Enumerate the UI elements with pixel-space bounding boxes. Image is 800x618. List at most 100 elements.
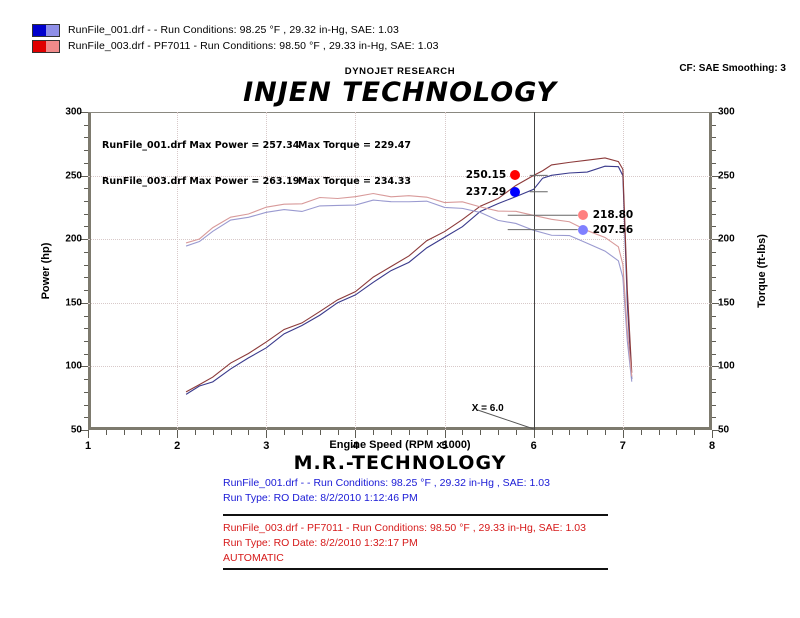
y-minor-tick (84, 277, 88, 279)
max-summary-box: RunFile_001.drf Max Power = 257.34 Max T… (102, 116, 411, 212)
callout-torque-run003: 218.80 (577, 209, 634, 222)
y-minor-tick-right (712, 379, 716, 381)
x-minor-tick (230, 430, 232, 435)
y-tick-right (712, 366, 719, 368)
x-axis-tick-label: 2 (174, 440, 181, 452)
y-minor-tick (84, 188, 88, 190)
cursor-x-label: X = 6.0 (471, 403, 504, 414)
x-minor-tick (408, 430, 410, 435)
legend-swatch-run003 (32, 39, 60, 53)
series-line (185, 157, 633, 393)
footer-brand: M.R.-TECHNOLOGY (293, 452, 507, 474)
callout-dot (577, 210, 588, 221)
y-minor-tick (84, 404, 88, 406)
y-axis-tick-label-right: 150 (718, 297, 735, 309)
y-minor-tick-right (712, 213, 716, 215)
run003-transmission: AUTOMATIC (223, 552, 284, 564)
y-axis-tick-label-right: 250 (718, 170, 735, 182)
y-tick (81, 112, 88, 113)
y-tick (81, 366, 88, 368)
x-axis-tick-label: 6 (530, 440, 537, 452)
x-minor-tick (658, 430, 660, 435)
y-tick (81, 430, 88, 431)
y-axis-tick-label-right: 300 (718, 106, 735, 118)
y-axis-title-power: Power (hp) (40, 242, 52, 300)
run003-type-date: Run Type: RO Date: 8/2/2010 1:32:17 PM (223, 537, 418, 549)
x-minor-tick (141, 430, 143, 435)
run001-type-date: Run Type: RO Date: 8/2/2010 1:12:46 PM (223, 492, 418, 504)
x-axis-tick-label: 3 (263, 440, 270, 452)
y-minor-tick (84, 340, 88, 342)
y-tick-right (712, 112, 719, 113)
y-axis-tick-label: 200 (65, 233, 82, 245)
x-minor-tick (159, 430, 161, 435)
series-line (185, 165, 633, 395)
x-tick (266, 430, 268, 438)
y-minor-tick-right (712, 315, 716, 317)
x-tick (444, 430, 446, 438)
y-minor-tick-right (712, 201, 716, 203)
x-minor-tick (319, 430, 321, 435)
legend-row-run003: RunFile_003.drf - PF7011 - Run Condition… (32, 39, 439, 53)
callout-dot (510, 170, 521, 181)
series-line (185, 199, 633, 382)
y-tick (81, 175, 88, 177)
y-minor-tick-right (712, 328, 716, 330)
x-tick (622, 430, 624, 438)
y-minor-tick-right (712, 353, 716, 355)
y-minor-tick (84, 162, 88, 164)
x-minor-tick (301, 430, 303, 435)
callout-value: 250.15 (465, 169, 507, 182)
y-axis-tick-label-right: 50 (718, 424, 730, 436)
y-minor-tick-right (712, 124, 716, 126)
y-minor-tick-right (712, 188, 716, 190)
y-minor-tick-right (712, 150, 716, 152)
y-tick-right (712, 175, 719, 177)
legend-label-run001: RunFile_001.drf - - Run Conditions: 98.2… (68, 24, 399, 36)
y-minor-tick (84, 315, 88, 317)
y-tick (81, 239, 88, 241)
x-tick (533, 430, 535, 438)
y-tick-right (712, 239, 719, 241)
x-minor-tick (605, 430, 607, 435)
max-row-run001: RunFile_001.drf Max Power = 257.34 Max T… (102, 140, 411, 152)
y-minor-tick-right (712, 404, 716, 406)
x-tick (88, 430, 89, 438)
y-axis-title-torque: Torque (ft-lbs) (756, 234, 768, 308)
y-axis-tick-label: 100 (65, 360, 82, 372)
y-minor-tick (84, 201, 88, 203)
y-tick-right (712, 302, 719, 304)
plot-area: 50 50 100 100 150 150 200 200 250 250 300 300 1 2 3 4 5 6… (65, 107, 734, 453)
max-torque-run001: Max Torque = 229.47 (298, 140, 411, 151)
callout-value: 207.56 (592, 223, 634, 236)
y-minor-tick (84, 264, 88, 266)
max-power-run003: RunFile_003.drf Max Power = 263.19 (102, 176, 300, 187)
legend-swatch-run001 (32, 23, 60, 37)
y-minor-tick-right (712, 417, 716, 419)
y-minor-tick-right (712, 290, 716, 292)
callout-value: 218.80 (592, 209, 634, 222)
x-minor-tick (123, 430, 125, 435)
y-axis-tick-label: 50 (70, 424, 82, 436)
x-minor-tick (515, 430, 517, 435)
legend-row-run001: RunFile_001.drf - - Run Conditions: 98.2… (32, 23, 439, 37)
x-minor-tick (640, 430, 642, 435)
cursor-line[interactable] (533, 112, 535, 430)
x-minor-tick (694, 430, 696, 435)
y-minor-tick (84, 124, 88, 126)
x-minor-tick (212, 430, 214, 435)
x-tick (177, 430, 179, 438)
curves-svg (185, 157, 633, 395)
y-minor-tick-right (712, 226, 716, 228)
x-axis-tick-label: 4 (352, 440, 359, 452)
y-minor-tick (84, 251, 88, 253)
callout-value: 237.29 (465, 185, 507, 198)
y-axis-tick-label: 300 (65, 106, 82, 118)
y-tick (81, 302, 88, 304)
x-tick (355, 430, 357, 438)
x-minor-tick (248, 430, 250, 435)
callout-power-run003: 250.15 (466, 169, 521, 181)
x-minor-tick (551, 430, 553, 435)
x-minor-tick (587, 430, 589, 435)
x-tick (712, 430, 713, 438)
